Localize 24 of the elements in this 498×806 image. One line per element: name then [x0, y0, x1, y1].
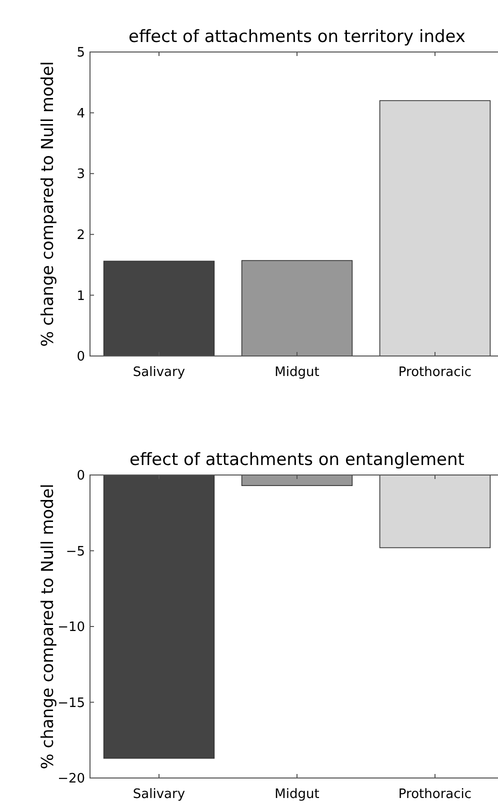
x-tick-label: Midgut: [274, 365, 320, 380]
chart-title: effect of attachments on entanglement: [130, 450, 465, 470]
y-tick-label: −15: [58, 696, 85, 711]
y-tick-label: −10: [58, 620, 85, 636]
y-tick-label: 5: [76, 46, 85, 61]
y-tick-label: 2: [76, 228, 85, 243]
y-tick-label: 0: [76, 468, 85, 484]
y-tick-label: 1: [76, 288, 85, 304]
y-tick-label: 3: [76, 167, 85, 182]
x-tick-label: Prothoracic: [398, 365, 472, 380]
y-tick-label: 4: [76, 106, 85, 122]
x-tick-label: Prothoracic: [398, 787, 472, 802]
chart-title: effect of attachments on territory index: [128, 27, 466, 47]
y-tick-label: −5: [66, 544, 85, 560]
y-axis-title: % change compared to Null model: [38, 484, 57, 770]
bar: [241, 260, 353, 356]
bar: [103, 260, 215, 356]
y-tick-label: 0: [76, 350, 85, 365]
y-tick-label: −20: [58, 772, 85, 787]
y-axis-title: % change compared to Null model: [38, 61, 57, 347]
x-tick-label: Midgut: [274, 787, 320, 802]
x-tick-label: Salivary: [132, 365, 186, 380]
x-tick-label: Salivary: [132, 787, 186, 802]
bar: [379, 100, 491, 356]
